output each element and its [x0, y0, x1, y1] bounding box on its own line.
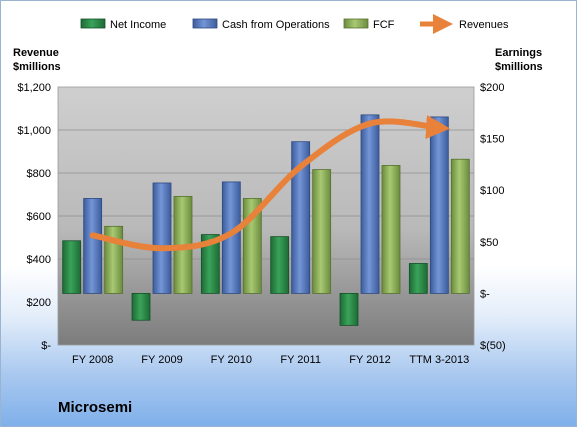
- company-name: Microsemi: [58, 399, 133, 416]
- right-tick-label: $-: [480, 288, 490, 300]
- gridlines: [58, 129, 474, 303]
- bar-cash-from-operations: [83, 198, 103, 294]
- revenue-line: [89, 115, 451, 252]
- bar-cash-from-operations: [152, 182, 172, 294]
- bar-fcf: [381, 165, 401, 294]
- legend: Net Income Cash from Operations FCF Revenue…: [80, 14, 509, 34]
- bar-net-income: [408, 263, 428, 294]
- bar-cash-from-operations: [291, 141, 311, 294]
- bar-net-income: [131, 292, 151, 321]
- right-axis-label: Earnings: [495, 47, 542, 59]
- x-tick-label: TTM 3-2013: [409, 354, 469, 366]
- right-tick-label: $100: [480, 185, 504, 197]
- left-axis-ticks: $- $200 $400 $600 $800 $1,000 $1,200: [17, 82, 51, 352]
- left-tick-label: $400: [27, 254, 51, 266]
- legend-swatch-fcf: [343, 18, 369, 29]
- x-axis-ticks: FY 2008 FY 2009 FY 2010 FY 2011 FY 2012 TTM 3…: [72, 354, 469, 366]
- right-tick-label: $50: [480, 237, 498, 249]
- left-tick-label: $-: [41, 340, 51, 352]
- bar-cash-from-operations: [429, 116, 449, 294]
- bar-net-income: [200, 234, 220, 294]
- left-tick-label: $800: [27, 168, 51, 180]
- right-axis-unit: $millions: [495, 61, 543, 73]
- legend-label-revenues: Revenues: [459, 19, 509, 31]
- legend-label-net-income: Net Income: [110, 19, 166, 31]
- right-tick-label: $150: [480, 134, 504, 146]
- line-revenues: [89, 115, 451, 252]
- bar-fcf: [450, 158, 470, 294]
- bar-net-income: [62, 240, 82, 294]
- x-tick-label: FY 2012: [349, 354, 390, 366]
- legend-label-fcf: FCF: [373, 19, 395, 31]
- bar-cash-from-operations: [360, 114, 380, 294]
- left-tick-label: $600: [27, 211, 51, 223]
- left-axis-unit: $millions: [13, 61, 61, 73]
- left-tick-label: $1,000: [17, 125, 51, 137]
- right-tick-label: $(50): [480, 340, 506, 352]
- right-axis-ticks: $(50) $- $50 $100 $150 $200: [480, 82, 506, 352]
- left-axis-label: Revenue: [13, 47, 59, 59]
- x-tick-label: FY 2009: [141, 354, 182, 366]
- right-tick-label: $200: [480, 82, 504, 94]
- x-tick-label: FY 2008: [72, 354, 113, 366]
- bar-fcf: [312, 169, 332, 294]
- legend-swatch-net-income: [80, 18, 106, 29]
- bar-net-income: [339, 292, 359, 326]
- legend-label-cash-from-operations: Cash from Operations: [222, 19, 330, 31]
- bar-net-income: [270, 236, 290, 294]
- x-tick-label: FY 2010: [211, 354, 252, 366]
- left-tick-label: $200: [27, 297, 51, 309]
- legend-swatch-cash-from-operations: [192, 18, 218, 29]
- x-tick-label: FY 2011: [280, 354, 321, 366]
- left-tick-label: $1,200: [17, 82, 51, 94]
- bars: [62, 114, 470, 326]
